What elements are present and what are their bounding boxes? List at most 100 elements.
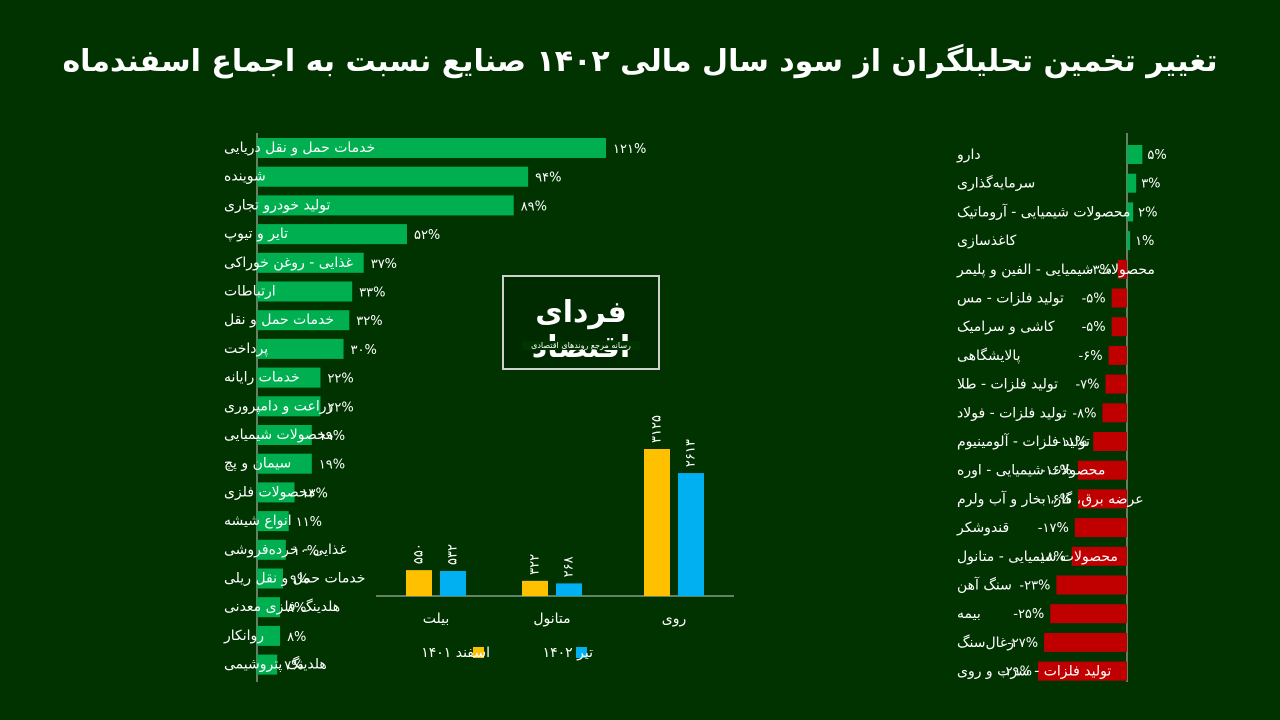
category-label: کاغذسازی — [957, 233, 1017, 249]
value-label: ۸% — [287, 630, 306, 645]
category-label: تولید فلزات - فولاد — [957, 405, 1067, 421]
value-label: ۳۰% — [351, 343, 377, 358]
bar — [1111, 288, 1127, 308]
bar — [1056, 575, 1127, 595]
value-label: ۲۲% — [327, 400, 353, 415]
bar — [1117, 259, 1127, 279]
value-label: ۳۷% — [371, 257, 397, 272]
legend-swatch — [473, 647, 484, 658]
value-label: ۲۶۱۳ — [684, 439, 699, 467]
bar — [1127, 231, 1131, 251]
category-label: محصولات شیمیایی - آروماتیک — [957, 203, 1130, 220]
bar — [1127, 145, 1143, 164]
bar — [257, 568, 283, 589]
value-label: ۵% — [1147, 148, 1166, 163]
bar — [257, 281, 353, 302]
category-label: تولید فلزات - آلومینیوم — [957, 433, 1090, 450]
value-label: ۲% — [1138, 205, 1157, 220]
category-label: زغال‌سنگ — [957, 634, 1014, 651]
value-label: ۱% — [1135, 234, 1154, 249]
bar — [1071, 546, 1127, 566]
category-label: تولید خودرو تجاری — [224, 197, 331, 213]
category-label: تایر و تیوپ — [224, 226, 288, 242]
value-label: -۲۷% — [1007, 636, 1038, 651]
bar — [1093, 432, 1127, 451]
value-label: ۳۳% — [359, 286, 385, 301]
bar — [257, 482, 295, 503]
value-label: -۳% — [1088, 263, 1112, 278]
value-label: -۲۹% — [1001, 665, 1032, 680]
bar — [1044, 632, 1127, 652]
bar — [257, 166, 529, 187]
value-label: ۵۲% — [414, 228, 440, 243]
value-label: -۸% — [1072, 406, 1096, 421]
category-label: انواع شیشه — [224, 513, 292, 529]
category-label: شوینده — [224, 169, 266, 185]
value-label: -۲۵% — [1013, 607, 1044, 622]
category-label: محصولات شیمیایی - متانول — [957, 549, 1118, 565]
category-label: محصولات شیمیایی - الفین و پلیمر — [956, 262, 1155, 278]
bar — [1077, 460, 1127, 480]
value-label: -۱۷% — [1038, 521, 1069, 536]
value-label: ۸% — [287, 601, 306, 616]
bar — [257, 425, 312, 445]
value-label: ۹% — [290, 573, 309, 588]
bar — [257, 224, 407, 245]
bar — [257, 252, 364, 273]
value-label: ۱۲۱% — [613, 142, 646, 157]
value-label: ۳۲۲ — [528, 554, 543, 575]
value-label: ۷% — [284, 659, 303, 674]
value-label: -۵% — [1082, 292, 1106, 307]
value-label: ۲۶۸ — [562, 556, 577, 577]
category-label: خدمات حمل و نقل — [224, 312, 334, 328]
bar — [1102, 403, 1127, 423]
value-label: -۱۸% — [1035, 550, 1066, 565]
bar — [257, 195, 514, 216]
value-label: ۱۹% — [319, 429, 345, 444]
category-label: خدمات حمل و نقل ریلی — [224, 571, 365, 587]
bar — [257, 453, 312, 474]
bar — [1038, 661, 1127, 681]
chart-title: تغییر تخمین تحلیلگران از سود سال مالی ۱۴… — [62, 44, 1218, 79]
bar — [257, 338, 344, 359]
bar — [257, 597, 281, 618]
category-label: سرمایه‌گذاری — [957, 175, 1035, 192]
value-label: ۱۰% — [293, 544, 319, 559]
bar — [257, 138, 606, 158]
category-label: خدمات حمل و نقل دریایی — [224, 140, 375, 156]
value-label: -۱۱% — [1056, 435, 1087, 450]
category-label: روانکار — [223, 628, 264, 644]
category-label: بیلت — [423, 611, 450, 627]
value-label: -۱۶% — [1041, 464, 1072, 479]
bar — [1127, 202, 1134, 222]
value-label: -۲۳% — [1019, 579, 1050, 594]
category-label: تولید فلزات - سرب و روی — [957, 664, 1111, 680]
category-label: متانول — [533, 611, 570, 627]
value-label: ۵۳۲ — [446, 544, 461, 565]
category-label: تولید فلزات - طلا — [957, 377, 1058, 393]
bar — [257, 625, 281, 646]
category-label: هلدینگ پتروشیمی — [224, 656, 327, 673]
category-label: کاشی و سرامیک — [957, 319, 1055, 335]
category-label: سنگ آهن — [957, 577, 1012, 594]
category-label: عرضه برق، گاز، بخار و آب ولرم — [957, 490, 1144, 507]
bar — [257, 539, 286, 560]
category-label: هلدینگ فلزی معدنی — [224, 598, 340, 615]
category-label: پرداخت — [224, 341, 268, 357]
logo-text: فردای اقتصاد — [532, 295, 630, 365]
category-label: زراعت و دامپروری — [224, 398, 333, 414]
legend-label: تیر ۱۴۰۲ — [543, 645, 593, 661]
value-label: -۵% — [1082, 320, 1106, 335]
category-label: محصولات فلزی — [224, 484, 316, 500]
bar — [257, 396, 321, 417]
logo: فردای اقتصاد رسانه مرجع روندهای اقتصادی — [502, 275, 660, 370]
category-label: تولید فلزات - مس — [957, 291, 1064, 307]
bar — [1105, 374, 1127, 394]
category-label: روی — [662, 611, 686, 627]
bar — [1074, 518, 1127, 538]
bar — [406, 570, 432, 596]
bar — [644, 449, 670, 596]
bar — [257, 511, 289, 532]
category-label: بیمه — [957, 606, 981, 622]
